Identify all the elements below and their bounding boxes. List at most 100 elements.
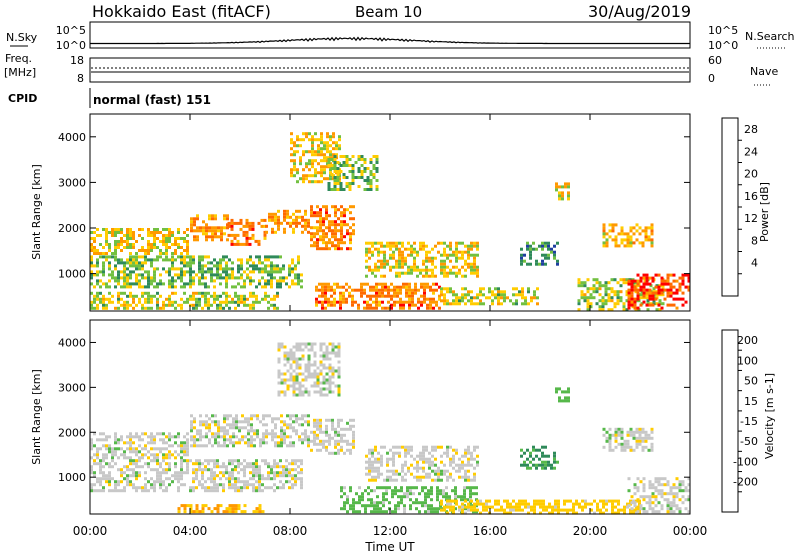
- echo-cell-power: [321, 288, 324, 292]
- echo-cell-power: [225, 303, 228, 307]
- echo-cell-power: [372, 285, 375, 289]
- echo-cell-power: [340, 223, 343, 227]
- echo-cell-velocity: [213, 507, 217, 511]
- echo-cell-velocity: [349, 504, 352, 508]
- echo-cell-velocity: [544, 445, 547, 449]
- echo-cell-velocity: [138, 450, 141, 454]
- echo-cell-velocity: [291, 483, 294, 487]
- echo-cell-velocity: [234, 504, 238, 508]
- echo-cell-power: [177, 303, 180, 307]
- echo-cell-velocity: [614, 430, 618, 434]
- echo-cell-velocity: [258, 504, 262, 508]
- echo-cell-velocity: [376, 504, 379, 508]
- echo-cell-velocity: [211, 435, 214, 439]
- echo-cell-velocity: [322, 439, 325, 443]
- echo-cell-power: [248, 224, 252, 228]
- echo-cell-velocity: [602, 445, 606, 449]
- echo-cell-power: [614, 235, 618, 239]
- echo-cell-power: [422, 247, 425, 251]
- echo-cell-power: [290, 159, 293, 163]
- echo-cell-power: [411, 300, 414, 304]
- echo-cell-power: [190, 220, 193, 224]
- echo-cell-power: [310, 208, 313, 212]
- echo-cell-power: [428, 268, 431, 272]
- echo-cell-power: [304, 218, 307, 222]
- echo-cell-velocity: [325, 345, 329, 349]
- echo-cell-velocity: [301, 372, 305, 376]
- echo-cell-velocity: [506, 511, 509, 515]
- echo-cell-power: [198, 303, 201, 307]
- echo-cell-velocity: [232, 444, 235, 448]
- echo-cell-power: [129, 294, 132, 298]
- echo-cell-velocity: [289, 378, 293, 382]
- echo-cell-power: [657, 273, 661, 277]
- echo-cell-power: [249, 279, 252, 283]
- echo-cell-power: [305, 174, 308, 178]
- echo-cell-velocity: [325, 424, 328, 428]
- echo-cell-velocity: [605, 436, 609, 440]
- echo-cell-velocity: [446, 475, 449, 479]
- echo-cell-velocity: [241, 420, 244, 424]
- echo-cell-velocity: [249, 471, 252, 475]
- echo-cell-velocity: [196, 444, 199, 448]
- echo-cell-velocity: [90, 456, 93, 460]
- echo-cell-power: [613, 305, 617, 309]
- echo-cell-power: [437, 250, 440, 254]
- echo-cell-power: [227, 233, 231, 237]
- echo-cell-power: [383, 259, 386, 263]
- echo-cell-power: [334, 208, 337, 212]
- echo-cell-power: [316, 238, 319, 242]
- freq-tick-high: 18: [70, 54, 84, 67]
- echo-cell-power: [132, 231, 135, 234]
- echo-cell-power: [616, 296, 620, 300]
- echo-cell-velocity: [90, 444, 93, 448]
- echo-cell-velocity: [288, 471, 291, 475]
- echo-cell-velocity: [102, 465, 105, 469]
- echo-cell-power: [374, 274, 377, 278]
- echo-cell-velocity: [264, 462, 267, 466]
- echo-cell-velocity: [455, 448, 458, 452]
- echo-cell-power: [114, 228, 117, 231]
- echo-cell-power: [99, 252, 102, 255]
- echo-cell-velocity: [99, 480, 102, 484]
- echo-cell-power: [293, 162, 296, 166]
- echo-cell-velocity: [654, 510, 658, 514]
- echo-cell-power: [681, 273, 685, 277]
- echo-cell-power: [417, 288, 420, 292]
- echo-cell-velocity: [630, 501, 634, 505]
- echo-cell-power: [199, 229, 202, 233]
- echo-cell-velocity: [289, 417, 292, 421]
- echo-cell-power: [357, 176, 361, 179]
- echo-cell-velocity: [529, 466, 532, 470]
- echo-cell-power: [423, 297, 426, 301]
- echo-cell-velocity: [255, 459, 258, 463]
- echo-cell-power: [251, 227, 255, 231]
- echo-cell-velocity: [337, 393, 341, 397]
- echo-cell-velocity: [569, 499, 572, 503]
- echo-cell-velocity: [614, 427, 618, 431]
- echo-cell-power: [183, 255, 186, 259]
- echo-cell-power: [147, 258, 150, 262]
- echo-cell-power: [111, 231, 114, 234]
- echo-cell-power: [102, 246, 105, 249]
- echo-cell-velocity: [147, 456, 150, 460]
- echo-cell-power: [452, 290, 455, 294]
- echo-cell-velocity: [192, 486, 195, 490]
- echo-cell-power: [214, 217, 217, 221]
- echo-cell-velocity: [235, 435, 238, 439]
- echo-cell-power: [316, 247, 319, 251]
- echo-cell-velocity: [509, 502, 512, 506]
- echo-cell-power: [479, 287, 482, 291]
- echo-cell-power: [168, 240, 171, 243]
- echo-cell-velocity: [217, 423, 220, 427]
- echo-cell-power: [458, 296, 461, 300]
- echo-cell-velocity: [193, 435, 196, 439]
- echo-cell-velocity: [220, 429, 223, 433]
- echo-cell-power: [317, 153, 320, 157]
- echo-cell-velocity: [319, 387, 323, 391]
- echo-cell-power: [99, 300, 102, 304]
- echo-cell-power: [561, 194, 564, 198]
- echo-cell-power: [627, 288, 631, 292]
- echo-cell-power: [217, 229, 220, 233]
- echo-cell-velocity: [255, 489, 258, 493]
